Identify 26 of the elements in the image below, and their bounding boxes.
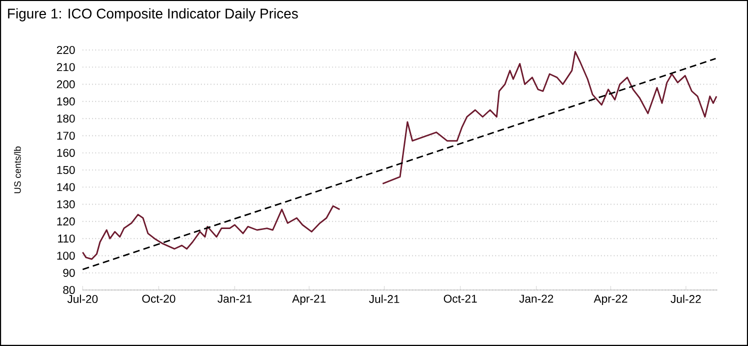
y-tick-label: 80 — [63, 286, 75, 294]
x-tick-label: Apr-21 — [292, 294, 326, 305]
y-tick-label: 220 — [56, 46, 75, 54]
y-tick-label: 180 — [57, 114, 75, 123]
y-tick-label: 140 — [57, 183, 75, 192]
y-tick-label: 150 — [57, 166, 75, 174]
x-tick-label: Oct-20 — [142, 294, 176, 303]
x-tick-label: Jan-21 — [218, 294, 252, 303]
x-tick-label: Jul-22 — [670, 294, 701, 304]
x-tick-label: Jan-22 — [519, 294, 554, 303]
x-tick-label: Apr-22 — [594, 294, 628, 305]
y-tick-label: 190 — [57, 97, 75, 106]
y-tick-label: 110 — [58, 234, 75, 243]
y-tick-label: 210 — [56, 63, 75, 72]
y-tick-label: 200 — [56, 80, 75, 88]
y-axis-title: US cents/lb — [14, 146, 21, 194]
y-tick-label: 120 — [57, 217, 75, 226]
y-tick-label: 130 — [57, 200, 75, 208]
x-tick-label: Jul-20 — [67, 294, 98, 304]
y-tick-label: 100 — [57, 252, 75, 260]
y-tick-label: 160 — [57, 148, 75, 157]
x-tick-label: Jul-21 — [369, 294, 400, 304]
y-tick-label: 170 — [57, 132, 75, 140]
y-tick-label: 90 — [63, 268, 75, 277]
chart-title: Figure 1: ICO Composite Indicator Daily Prices — [8, 8, 298, 22]
x-tick-label: Oct-21 — [444, 294, 477, 303]
